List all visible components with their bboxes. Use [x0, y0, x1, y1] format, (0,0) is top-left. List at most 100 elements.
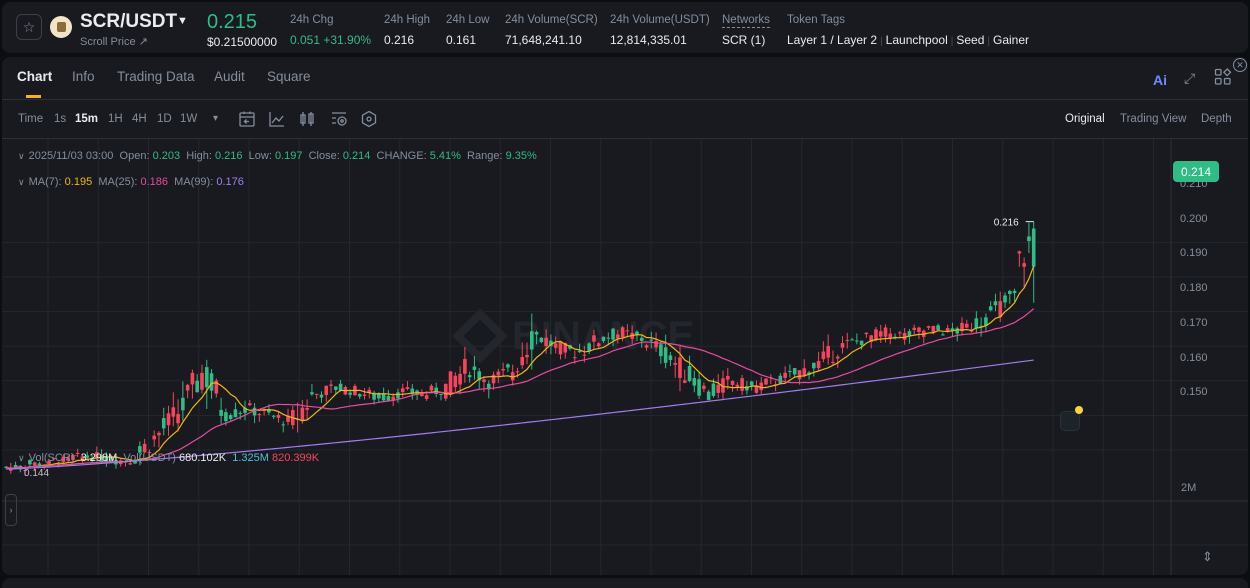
- stat-token-tags: Token Tags Layer 1 / Layer 2 | Launchpool |…: [787, 14, 1029, 47]
- y-tick: 0.180: [1180, 282, 1208, 294]
- interval-1d[interactable]: 1D: [157, 113, 172, 125]
- ma25-value: 0.186: [140, 176, 169, 188]
- tab-trading-data[interactable]: Trading Data: [117, 69, 195, 84]
- stat-24h-low: 24h Low 0.161: [446, 14, 489, 47]
- ma99-value: 0.176: [216, 176, 244, 188]
- volume-axis-tick: 2M: [1181, 482, 1197, 494]
- tab-audit[interactable]: Audit: [214, 69, 245, 84]
- tab-info[interactable]: Info: [72, 69, 95, 84]
- ma99-label: MA(99):: [174, 176, 214, 188]
- vol-ma2-value: 820.399K: [272, 452, 320, 464]
- interval-15m[interactable]: 15m: [75, 113, 99, 125]
- widgets-grid-icon[interactable]: [1214, 68, 1232, 91]
- ma7-value: 0.195: [64, 176, 93, 188]
- tag-gainer[interactable]: Gainer: [992, 33, 1030, 47]
- y-tick: 0.150: [1180, 386, 1208, 398]
- panel-tabs: Chart Info Trading Data Audit Square Ai …: [2, 57, 1248, 100]
- indicators-icon[interactable]: [268, 110, 286, 128]
- volume-legend: ∨ Vol(SCR): 3.298M Vol(USDT) 680.102K 1.3…: [18, 452, 319, 464]
- stat-value: 0.051 +31.90%: [290, 33, 372, 47]
- stat-label: 24h Volume(USDT): [610, 14, 710, 26]
- view-depth[interactable]: Depth: [1201, 113, 1232, 125]
- tab-square[interactable]: Square: [267, 69, 311, 84]
- y-tick: 0.200: [1180, 213, 1208, 225]
- active-tab-indicator: [26, 95, 41, 98]
- networks-value[interactable]: SCR (1): [722, 33, 766, 47]
- collapse-chevron-icon[interactable]: ∨: [18, 453, 25, 463]
- tag-layer[interactable]: Layer 1 / Layer 2: [787, 33, 878, 47]
- last-price: 0.215: [207, 11, 258, 33]
- last-price-usd: $0.21500000: [207, 35, 278, 49]
- coin-logo-icon: [50, 16, 72, 38]
- interval-1w[interactable]: 1W: [180, 113, 198, 125]
- legend-change-label: CHANGE:: [376, 150, 427, 162]
- stat-24h-high: 24h High 0.216: [384, 14, 430, 47]
- bottom-panel-edge: [2, 578, 1248, 588]
- interval-1h[interactable]: 1H: [108, 113, 123, 125]
- y-tick: 0.170: [1180, 317, 1208, 329]
- legend-open-label: Open:: [119, 150, 150, 162]
- legend-low: 0.197: [274, 150, 303, 162]
- close-icon[interactable]: ✕: [1233, 58, 1247, 72]
- hexagon-settings-icon[interactable]: [360, 110, 378, 128]
- pair-symbol[interactable]: SCR/USDT: [80, 11, 178, 32]
- legend-datetime: 2025/11/03 03:00: [28, 150, 114, 162]
- chart-panel: Chart Info Trading Data Audit Square Ai …: [2, 57, 1248, 575]
- stat-label: Token Tags: [787, 14, 845, 26]
- stat-24h-change: 24h Chg 0.051 +31.90%: [290, 14, 371, 47]
- candle-type-icon[interactable]: [298, 110, 316, 128]
- interval-more-dropdown[interactable]: ▾: [213, 113, 219, 124]
- expand-icon[interactable]: ⤢: [1184, 70, 1196, 86]
- collapse-chevron-icon[interactable]: ∨: [18, 177, 25, 187]
- ticker-header: ☆ SCR/USDT ▼ Scroll Price ↗ 0.215 $0.215…: [2, 2, 1248, 53]
- legend-close: 0.214: [342, 150, 371, 162]
- stat-label: 24h Volume(SCR): [505, 14, 598, 26]
- chart-settings-icon[interactable]: [330, 110, 348, 128]
- vol-scr-value: 3.298M: [80, 452, 118, 464]
- vol-usdt-label: Vol(USDT): [123, 452, 176, 464]
- legend-high-label: High:: [186, 150, 212, 162]
- legend-change: 5.41%: [429, 150, 461, 162]
- y-tick: 0.190: [1180, 247, 1208, 259]
- fit-scale-icon[interactable]: ⇕: [1202, 549, 1213, 564]
- stat-24h-volume-scr: 24h Volume(SCR) 71,648,241.10: [505, 14, 598, 47]
- stat-value: 71,648,241.10: [505, 33, 582, 47]
- tag-launchpool[interactable]: Launchpool: [885, 33, 948, 47]
- legend-range: 9.35%: [505, 150, 537, 162]
- legend-range-label: Range:: [467, 150, 503, 162]
- favorite-star-icon[interactable]: ☆: [16, 14, 42, 40]
- stat-networks[interactable]: Networks SCR (1): [722, 14, 770, 47]
- stat-label: 24h High: [384, 14, 431, 26]
- stat-label: 24h Low: [446, 14, 490, 26]
- news-icon[interactable]: [1060, 411, 1080, 431]
- ma7-label: MA(7):: [28, 176, 62, 188]
- legend-open: 0.203: [152, 150, 181, 162]
- date-range-icon[interactable]: [238, 110, 256, 128]
- chart-toolbar: Time 1s 15m 1H 4H 1D 1W ▾ Original Tradi…: [2, 101, 1248, 139]
- token-tags-list: Layer 1 / Layer 2 | Launchpool | Seed | Gainer: [787, 33, 1030, 47]
- tab-chart[interactable]: Chart: [17, 69, 53, 84]
- interval-4h[interactable]: 4H: [132, 113, 147, 125]
- vol-scr-label: Vol(SCR):: [28, 452, 78, 464]
- view-trading-view[interactable]: Trading View: [1120, 113, 1187, 125]
- stat-24h-volume-usdt: 24h Volume(USDT) 12,814,335.01: [610, 14, 710, 47]
- collapse-chevron-icon[interactable]: ∨: [18, 151, 25, 161]
- notification-dot: [1075, 406, 1083, 414]
- candlestick-chart[interactable]: BINANCE0.2160.14410:0012:0014:0016:0018:…: [2, 139, 1248, 575]
- view-original[interactable]: Original: [1065, 113, 1105, 125]
- coin-price-link[interactable]: Scroll Price ↗: [80, 36, 148, 48]
- svg-text:0.216: 0.216: [994, 218, 1019, 229]
- legend-low-label: Low:: [248, 150, 272, 162]
- stat-value: 12,814,335.01: [610, 33, 687, 47]
- ma25-label: MA(25):: [98, 176, 138, 188]
- pair-dropdown-caret-icon[interactable]: ▼: [177, 15, 188, 27]
- interval-1s[interactable]: 1s: [54, 113, 67, 125]
- expand-side-panel-icon[interactable]: ›: [5, 494, 17, 526]
- interval-time[interactable]: Time: [18, 113, 44, 125]
- ai-icon[interactable]: Ai: [1153, 72, 1167, 88]
- ohlc-legend: ∨ 2025/11/03 03:00 Open: 0.203 High: 0.21…: [18, 150, 537, 162]
- y-tick: 0.160: [1180, 352, 1208, 364]
- ma-legend: ∨ MA(7): 0.195 MA(25): 0.186 MA(99): 0.17…: [18, 176, 244, 188]
- tag-seed[interactable]: Seed: [956, 33, 985, 47]
- vol-ma1-value: 1.325M: [232, 452, 269, 464]
